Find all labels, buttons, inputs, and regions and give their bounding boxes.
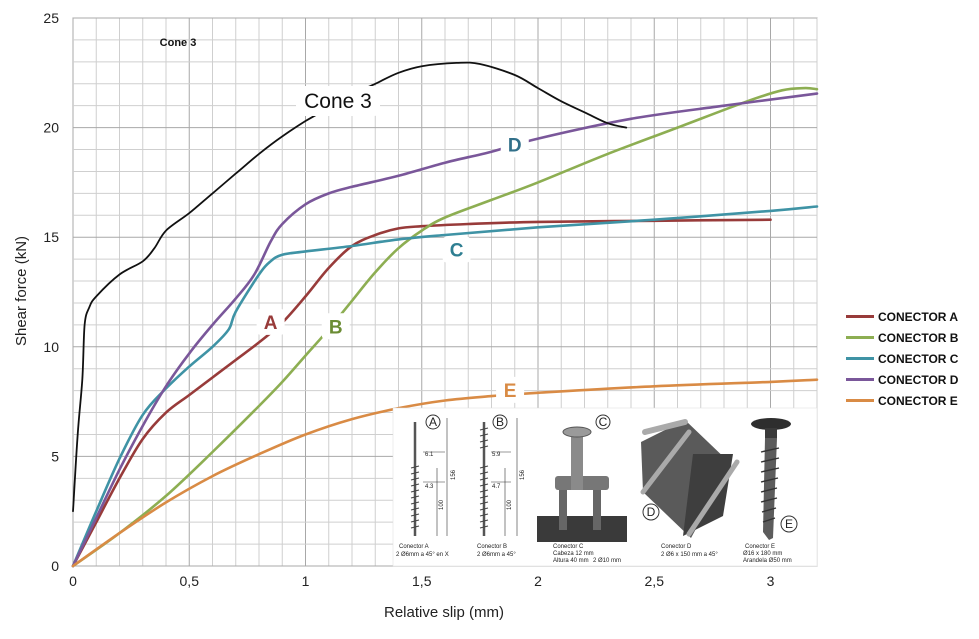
series-line-conector-b <box>71 86 819 568</box>
x-tick-label: 2,5 <box>645 573 665 589</box>
legend-label-e: CONECTOR E <box>878 393 958 408</box>
photo-c-caption-3: Altura 40 mm <box>553 558 589 564</box>
legend-swatch-a <box>846 315 874 318</box>
legend-item-b: CONECTOR B <box>846 327 958 348</box>
photo-a-dim-4: 100 <box>439 499 445 510</box>
photo-b-caption-2: 2 Ø6mm a 45° <box>477 552 516 558</box>
x-tick-label: 0 <box>69 573 77 589</box>
photo-b-caption-1: Conector B <box>477 544 507 550</box>
x-tick-label: 1 <box>302 573 310 589</box>
y-tick-label: 0 <box>51 558 59 574</box>
legend: CONECTOR A CONECTOR B CONECTOR C CONECTO… <box>846 306 958 411</box>
tick-labels: 0 0,5 1 1,5 2 2,5 3 0 5 10 15 20 25 <box>43 10 774 589</box>
y-tick-label: 15 <box>43 229 59 245</box>
x-tick-label: 1,5 <box>412 573 432 589</box>
series-label-c: C <box>450 241 464 262</box>
photo-d-caption-1: Conector D <box>661 544 692 550</box>
photo-e-caption-3: Arandela Ø50 mm <box>743 558 792 564</box>
legend-label-d: CONECTOR D <box>878 372 959 387</box>
photo-c-letter: C <box>599 415 608 429</box>
legend-item-a: CONECTOR A <box>846 306 958 327</box>
legend-swatch-e <box>846 399 874 402</box>
photo-b-dim-1: 5.9 <box>492 452 501 458</box>
photo-e-caption-1: Conector E <box>745 544 775 550</box>
series-line-conector-e <box>71 378 819 568</box>
annotation-small-cone: Cone 3 <box>160 37 197 49</box>
y-axis-title: Shear force (kN) <box>13 236 30 346</box>
series-label-bg <box>500 131 529 158</box>
series-label-a: A <box>264 313 278 334</box>
y-tick-label: 25 <box>43 10 59 26</box>
photo-b-dim-4: 100 <box>507 499 513 510</box>
annotation-cone-bg <box>296 86 380 116</box>
photo-b-dim-2: 4.7 <box>492 484 501 490</box>
photo-a-caption-2: 2 Ø6mm a 45° en X <box>396 552 449 558</box>
series-labels: A B C D E <box>256 131 529 403</box>
connector-photos: A 6.1 4.3 156 100 Conector A 2 Ø6mm a 45… <box>392 407 818 567</box>
series-label-bg <box>496 376 525 403</box>
series-lines <box>71 61 819 568</box>
legend-swatch-c <box>846 357 874 360</box>
photo-a-dim-1: 6.1 <box>425 452 434 458</box>
series-label-bg <box>442 236 471 263</box>
photo-e-letter: E <box>785 517 793 531</box>
photo-b-letter: B <box>496 415 504 429</box>
photo-connector-c: C Conector C Cabeza 12 mm Altura 40 mm 2… <box>537 414 627 564</box>
photo-connector-a: A 6.1 4.3 156 100 Conector A 2 Ø6mm a 45… <box>396 414 457 558</box>
photo-d-caption-2: 2 Ø6 x 150 mm a 45° <box>661 552 718 558</box>
legend-item-e: CONECTOR E <box>846 390 958 411</box>
series-label-b: B <box>329 317 343 338</box>
series-line-conector-d <box>71 92 819 568</box>
legend-label-a: CONECTOR A <box>878 309 959 324</box>
y-tick-label: 10 <box>43 339 59 355</box>
legend-label-c: CONECTOR C <box>878 351 959 366</box>
photo-a-dim-2: 4.3 <box>425 484 434 490</box>
x-axis-title: Relative slip (mm) <box>384 604 504 621</box>
x-tick-label: 0,5 <box>180 573 200 589</box>
series-line-conector-a <box>71 218 772 568</box>
series-label-bg <box>256 308 285 335</box>
legend-swatch-d <box>846 378 874 381</box>
series-line-cone-3 <box>72 61 628 513</box>
legend-item-d: CONECTOR D <box>846 369 958 390</box>
series-label-e: E <box>504 381 517 402</box>
x-tick-label: 3 <box>767 573 775 589</box>
photo-d-letter: D <box>647 505 656 519</box>
photo-connector-e: E Conector E Ø16 x 180 mm Arandela Ø50 m… <box>743 418 798 564</box>
legend-label-b: CONECTOR B <box>878 330 959 345</box>
photo-c-caption-4: 2 Ø10 mm <box>593 558 621 564</box>
y-tick-label: 20 <box>43 120 59 136</box>
photo-e-caption-2: Ø16 x 180 mm <box>743 551 782 557</box>
photo-c-caption-2: Cabeza 12 mm <box>553 551 594 557</box>
legend-item-c: CONECTOR C <box>846 348 958 369</box>
photo-a-caption-1: Conector A <box>399 544 429 550</box>
photo-a-dim-3: 156 <box>451 469 457 480</box>
photo-c-caption-1: Conector C <box>553 544 584 550</box>
photo-connector-b: B 5.9 4.7 156 100 Conector B 2 Ø6mm a 45… <box>477 414 526 558</box>
photo-b-dim-3: 156 <box>520 469 526 480</box>
photo-connector-d: D Conector D 2 Ø6 x 150 mm a 45° <box>640 419 740 558</box>
series-label-d: D <box>508 135 522 156</box>
annotation-curve-cone: Cone 3 <box>304 90 372 113</box>
x-tick-label: 2 <box>534 573 542 589</box>
series-line-conector-c <box>71 205 819 568</box>
legend-swatch-b <box>846 336 874 339</box>
y-tick-label: 5 <box>51 448 59 464</box>
series-label-bg <box>321 313 350 340</box>
photo-a-letter: A <box>429 415 437 429</box>
